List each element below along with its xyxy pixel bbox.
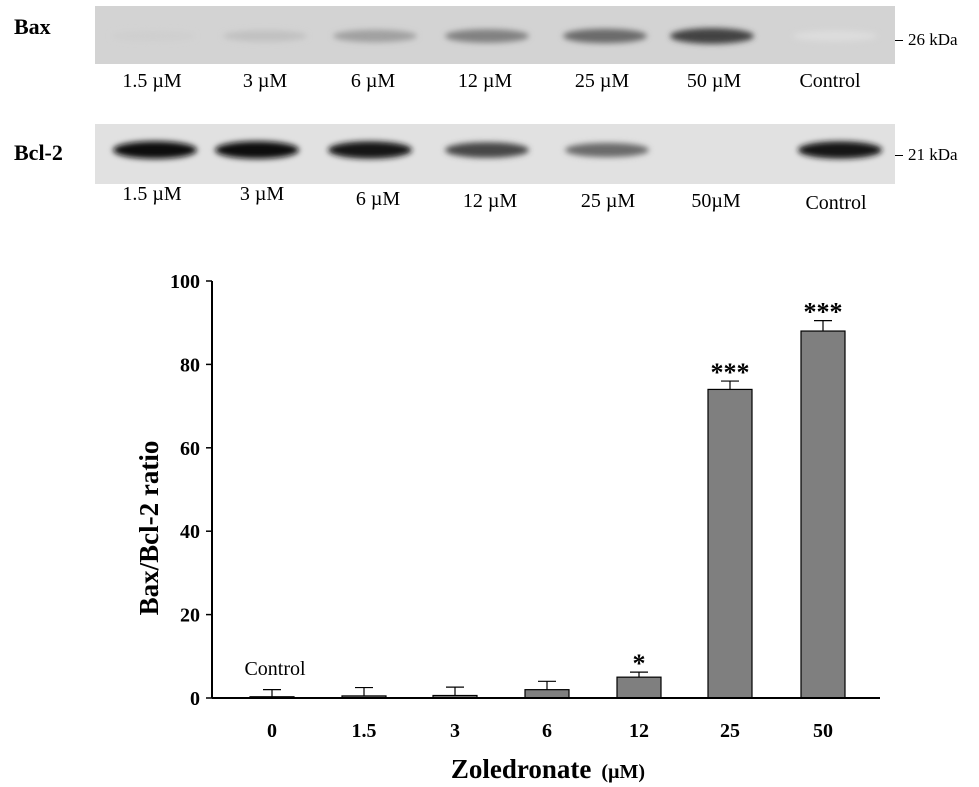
bax-lane-label: 12 µM (457, 70, 513, 92)
x-axis-title: Zoledronate (µM) (451, 754, 645, 784)
blot-band (223, 30, 307, 42)
bar (616, 676, 662, 699)
y-tick-label: 60 (180, 438, 200, 460)
bcl2-blot-strip (95, 124, 895, 184)
blot-band (798, 141, 882, 159)
y-tick-label: 100 (170, 271, 200, 293)
blot-band (565, 142, 649, 158)
x-tick-label: 50 (813, 720, 833, 742)
blot-band (563, 28, 647, 44)
bax-lane-label: 50 µM (686, 70, 742, 92)
bax-lane-label: 1.5 µM (122, 70, 182, 92)
bax-lane-label: 6 µM (350, 70, 396, 92)
bcl2-lane-label: 12 µM (462, 190, 518, 212)
y-axis-title: Bax/Bcl-2 ratio (134, 441, 164, 616)
bax-lane-label: 3 µM (242, 70, 288, 92)
significance-label: *** (711, 358, 750, 387)
bcl2-lane-label: 3 µM (239, 183, 285, 205)
bcl2-lane-label: 6 µM (355, 188, 401, 210)
y-tick-label: 20 (180, 605, 200, 627)
x-tick-label: 6 (542, 720, 552, 742)
bar (707, 388, 753, 699)
bcl2-lane-label: 50µM (691, 190, 741, 212)
x-axis-title-unit: (µM) (601, 761, 645, 783)
blot-band (670, 28, 754, 44)
bax-blot-strip (95, 6, 895, 64)
bcl2-lane-label: Control (805, 192, 867, 214)
bar-annotation: Control (244, 658, 306, 680)
y-tick-label: 80 (180, 354, 200, 376)
bax-marker-tick (895, 40, 903, 41)
x-tick-label: 25 (720, 720, 740, 742)
significance-label: * (633, 649, 646, 678)
blot-band (111, 30, 195, 42)
bcl2-lane-label: 25 µM (580, 190, 636, 212)
bcl2-lane-label: 1.5 µM (122, 183, 182, 205)
bax-blot-title: Bax (14, 14, 51, 39)
bax-lane-label: Control (799, 70, 861, 92)
blot-band (328, 141, 412, 159)
bar (800, 330, 846, 699)
blot-band (445, 29, 529, 43)
blot-band (215, 141, 299, 159)
bcl2-marker-tick (895, 155, 903, 156)
significance-label: *** (804, 298, 843, 327)
x-tick-label: 3 (450, 720, 460, 742)
blot-band (793, 30, 877, 42)
blot-band (333, 29, 417, 43)
bcl2-marker-label: 21 kDa (908, 145, 958, 164)
bax-lane-label: 25 µM (574, 70, 630, 92)
y-tick-label: 0 (190, 688, 200, 710)
x-tick-label: 12 (629, 720, 649, 742)
blot-band (113, 141, 197, 159)
blot-band (445, 142, 529, 158)
y-tick-label: 40 (180, 521, 200, 543)
x-tick-label: 0 (267, 720, 277, 742)
bar (524, 689, 570, 699)
x-axis-title-main: Zoledronate (451, 754, 592, 784)
x-tick-label: 1.5 (352, 720, 377, 742)
bcl2-blot-title: Bcl-2 (14, 140, 63, 165)
bax-marker-label: 26 kDa (908, 30, 958, 49)
